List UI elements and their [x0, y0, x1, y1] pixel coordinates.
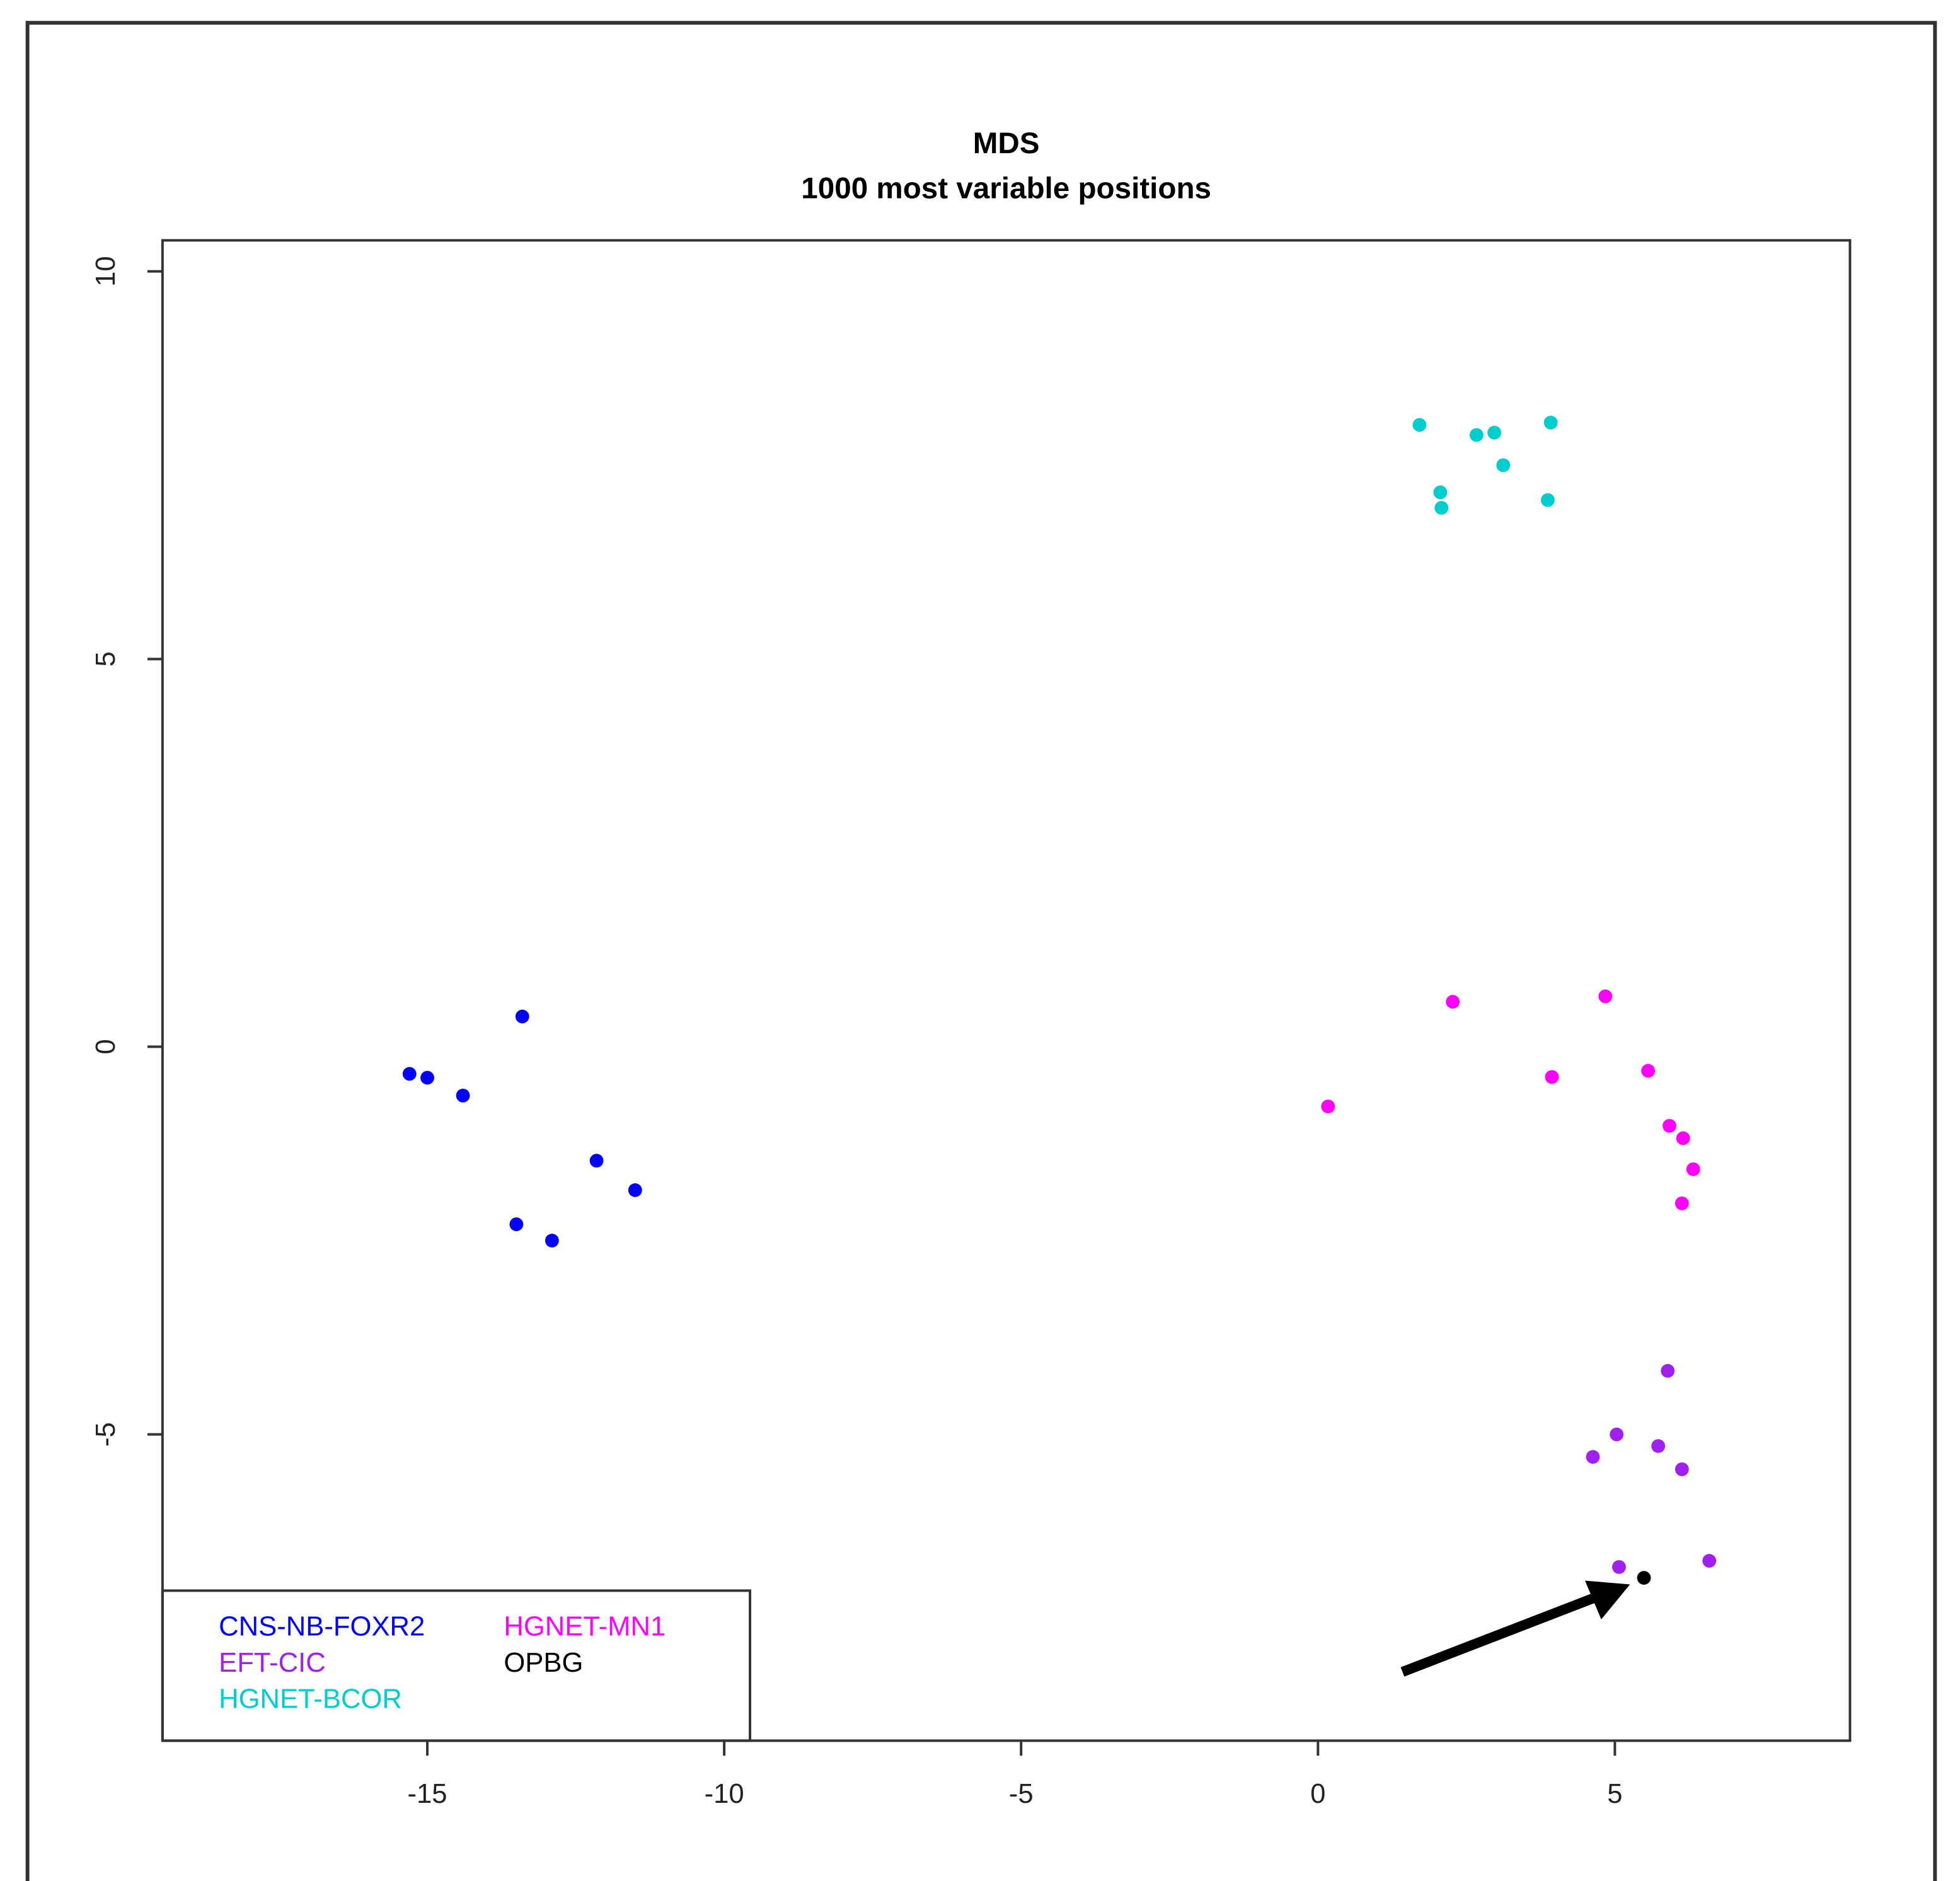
- point: [1612, 1560, 1626, 1574]
- point: [1433, 485, 1448, 499]
- arrow-head: [1584, 1580, 1630, 1619]
- point: [515, 1009, 529, 1024]
- point: [1641, 1063, 1656, 1078]
- point: [509, 1217, 524, 1232]
- point: [1496, 458, 1511, 472]
- chart-subtitle: 1000 most variable positions: [801, 172, 1211, 205]
- point: [1540, 493, 1555, 507]
- point: [1675, 1196, 1689, 1210]
- y-tick-label: 0: [91, 1039, 121, 1054]
- arrow: [1400, 1580, 1630, 1677]
- point: [1446, 995, 1460, 1009]
- y-tick-label: -5: [91, 1422, 121, 1447]
- point: [1663, 1119, 1676, 1133]
- point: [1676, 1131, 1690, 1145]
- x-tick-label: 5: [1607, 1779, 1622, 1809]
- point: [456, 1089, 470, 1103]
- point: [1661, 1363, 1675, 1378]
- point: [1586, 1450, 1600, 1464]
- point: [1598, 989, 1613, 1004]
- point: [1487, 425, 1502, 440]
- legend-label: EFT-CIC: [219, 1648, 326, 1678]
- plot-frame: [161, 239, 1852, 1742]
- y-tick-label: 5: [91, 651, 121, 666]
- y-tick-label: 10: [91, 256, 121, 287]
- figure-frame: [25, 21, 1937, 1881]
- point: [1675, 1462, 1689, 1476]
- point: [402, 1067, 417, 1081]
- point: [1543, 415, 1558, 430]
- point: [1469, 428, 1484, 442]
- legend-label: HGNET-MN1: [504, 1611, 666, 1641]
- x-tick-label: -15: [408, 1779, 447, 1809]
- point: [1610, 1427, 1624, 1442]
- chart-title: MDS: [973, 127, 1040, 160]
- point: [1651, 1439, 1666, 1453]
- point: [1412, 418, 1427, 432]
- point: [628, 1183, 642, 1197]
- point: [1686, 1162, 1700, 1176]
- point: [1321, 1099, 1335, 1114]
- point: [420, 1070, 434, 1085]
- x-tick-label: -10: [705, 1779, 744, 1809]
- point: [1702, 1554, 1717, 1568]
- point: [545, 1234, 559, 1247]
- point: [589, 1154, 604, 1168]
- legend-box: [161, 1589, 752, 1742]
- point: [1434, 501, 1449, 515]
- legend-label: CNS-NB-FOXR2: [219, 1611, 425, 1641]
- legend-label: HGNET-BCOR: [219, 1684, 402, 1714]
- arrow-shaft: [1400, 1590, 1602, 1677]
- legend-label: OPBG: [504, 1648, 583, 1678]
- point: [1545, 1070, 1559, 1084]
- point: [1637, 1571, 1651, 1585]
- x-tick-label: 0: [1310, 1779, 1325, 1809]
- x-tick-label: -5: [1009, 1779, 1034, 1809]
